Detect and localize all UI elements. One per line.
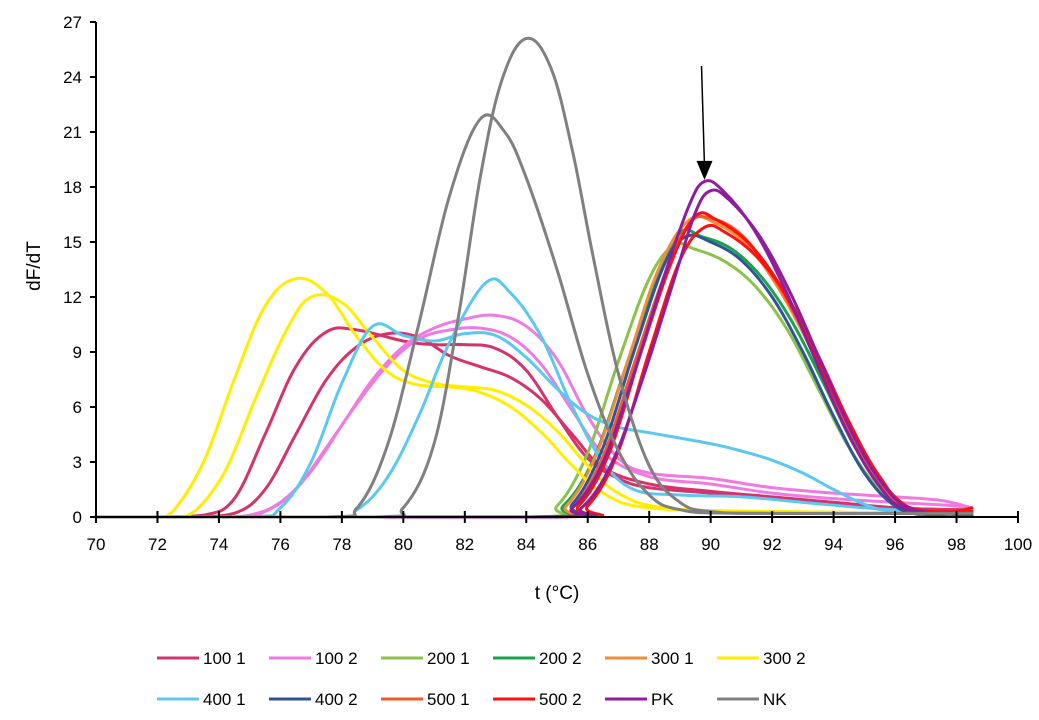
legend-label: 400 1 — [203, 690, 246, 709]
legend-label: 500 1 — [427, 690, 470, 709]
legend-label: 400 2 — [315, 690, 358, 709]
y-tick-label: 12 — [63, 288, 82, 307]
y-tick-label: 0 — [73, 508, 82, 527]
y-tick-label: 9 — [73, 343, 82, 362]
ticks-layer: 70 72 74 76 78 80 82 84 86 88 90 92 94 96 98 100 0 3 6 9 12 1… — [63, 13, 1032, 554]
legend: 100 1 100 2 200 1 200 2 300 1 300 2 400 1 400 2… — [157, 649, 806, 709]
legend-label: PK — [651, 690, 674, 709]
x-tick-label: 78 — [332, 535, 351, 554]
legend-label: 300 1 — [651, 649, 694, 668]
series-layer — [94, 36, 974, 519]
x-tick-label: 84 — [517, 535, 536, 554]
x-tick-label: 86 — [578, 535, 597, 554]
x-tick-label: 76 — [271, 535, 290, 554]
series-line-400-1-a — [94, 322, 974, 519]
x-tick-label: 72 — [148, 535, 167, 554]
y-axis-title: dF/dT — [24, 241, 45, 291]
series-line-nk-a — [94, 36, 974, 519]
arrow-head — [696, 160, 713, 180]
y-tick-label: 15 — [63, 233, 82, 252]
x-tick-label: 88 — [640, 535, 659, 554]
x-tick-label: 98 — [947, 535, 966, 554]
series-line-100-1-b — [94, 331, 974, 519]
x-tick-label: 74 — [209, 535, 228, 554]
x-tick-label: 92 — [763, 535, 782, 554]
series-line-pk-b — [94, 188, 974, 519]
x-tick-label: 100 — [1004, 535, 1032, 554]
y-tick-label: 24 — [63, 68, 82, 87]
y-tick-label: 3 — [73, 453, 82, 472]
legend-label: 300 2 — [763, 649, 806, 668]
legend-label: 100 2 — [315, 649, 358, 668]
series-line-500-2-b — [94, 223, 974, 519]
legend-label: 200 2 — [539, 649, 582, 668]
x-tick-label: 70 — [87, 535, 106, 554]
arrow-shaft — [700, 65, 706, 168]
legend-label: NK — [763, 690, 787, 709]
annotation-arrow — [696, 65, 713, 180]
legend-label: 500 2 — [539, 690, 582, 709]
y-tick-label: 18 — [63, 178, 82, 197]
axes-layer — [95, 22, 1018, 518]
x-tick-label: 80 — [394, 535, 413, 554]
series-line-300-2-a — [94, 276, 974, 519]
x-tick-label: 82 — [455, 535, 474, 554]
y-tick-label: 21 — [63, 123, 82, 142]
series-line-nk-b — [94, 113, 974, 519]
series-line-400-2-a — [94, 233, 974, 519]
legend-label: 200 1 — [427, 649, 470, 668]
y-tick-label: 27 — [63, 13, 82, 32]
legend-label: 100 1 — [203, 649, 246, 668]
x-tick-label: 96 — [886, 535, 905, 554]
x-tick-label: 94 — [824, 535, 843, 554]
y-tick-label: 6 — [73, 398, 82, 417]
x-axis-title: t (°C) — [535, 583, 580, 604]
x-tick-label: 90 — [701, 535, 720, 554]
series-line-200-2-a — [94, 228, 974, 519]
